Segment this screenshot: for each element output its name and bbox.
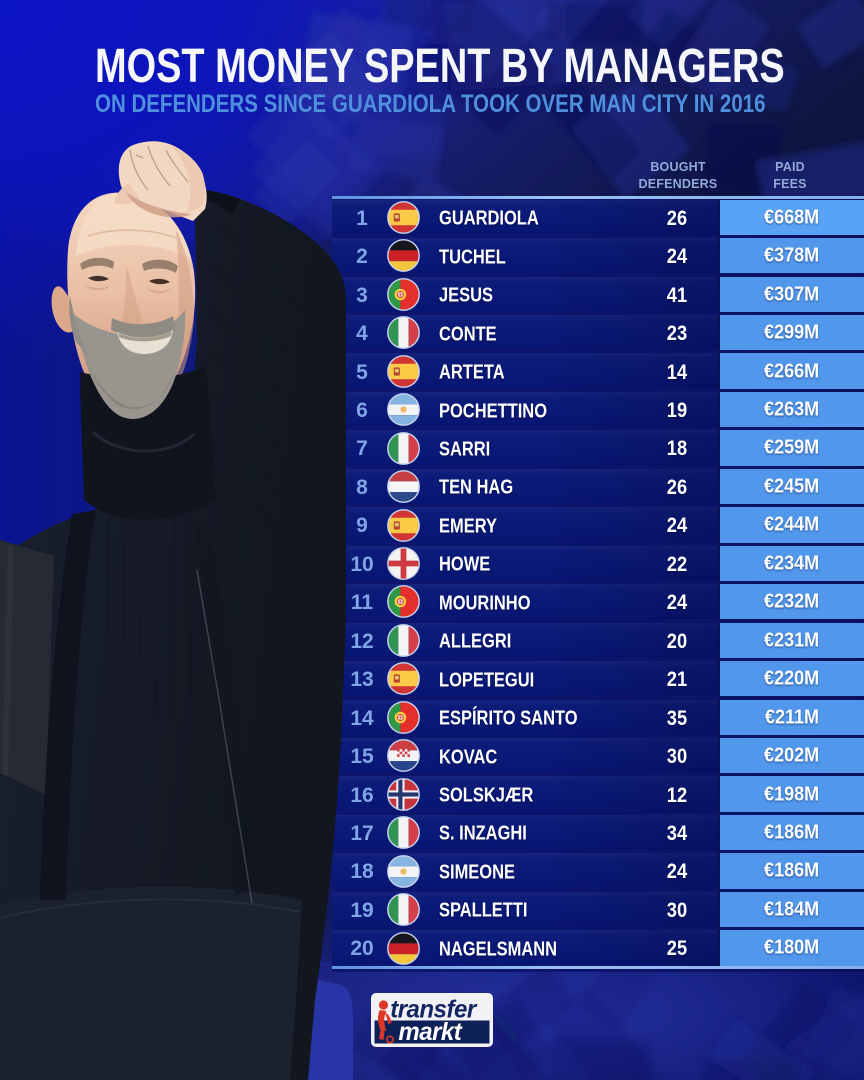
svg-text:transfer: transfer (390, 996, 477, 1024)
svg-text:markt: markt (398, 1019, 462, 1047)
